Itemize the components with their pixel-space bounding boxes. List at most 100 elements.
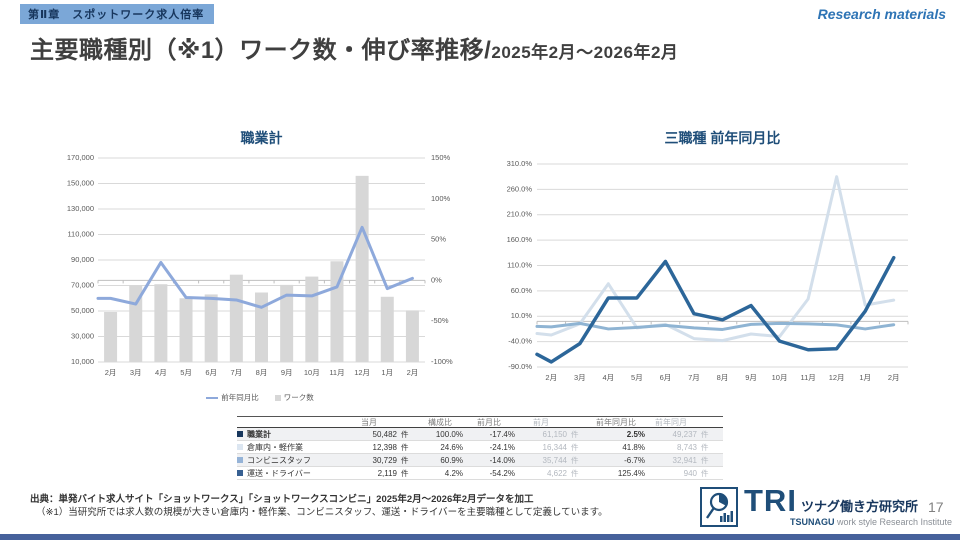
table-header-cell: 前年同月比	[596, 418, 636, 427]
table-header-cell: 当月	[361, 418, 377, 427]
magnifier-chart-icon	[706, 492, 733, 522]
table-cell: 件	[571, 429, 579, 439]
table-cell: 30,729	[372, 455, 397, 465]
chart-legend: 前年同月比 ワーク数	[60, 392, 460, 403]
table-cell: 件	[401, 442, 409, 452]
table-row-label: 運送・ドライバー	[237, 468, 341, 479]
table-cell: 61,150	[542, 429, 567, 439]
line-chart-canvas: -90.0% -40.0% 10.0% 60.0% 110.0% 160.0% 210.0%…	[507, 159, 909, 382]
table-cell: 41.8%	[622, 442, 645, 452]
bar-workcount	[179, 298, 193, 362]
x-axis-label: 7月	[231, 368, 243, 377]
page-title: 主要職種別（※1）ワーク数・伸び率推移/2025年2月～2026年2月	[30, 30, 678, 65]
legend-line-marker	[206, 396, 219, 400]
table-cell: 件	[571, 442, 579, 452]
table-cell: 49,237	[672, 429, 697, 439]
bar-workcount	[154, 284, 168, 362]
series-label: 職業計	[247, 429, 271, 439]
x-axis-label: 12月	[829, 373, 845, 382]
table-cell: 50,482	[372, 429, 397, 439]
x-axis-label: 10月	[772, 373, 788, 382]
line-series-2	[535, 255, 896, 364]
bar-workcount	[405, 310, 419, 362]
table-cell: 100.0%	[435, 429, 463, 439]
bar-workcount	[280, 284, 294, 362]
table-row-1: 倉庫内・軽作業 12,398 件 24.6% -24.1% 16,344 件 41.8% 8,7…	[237, 441, 723, 454]
bar-workcount	[330, 261, 344, 362]
tri-wordmark: TRI	[744, 483, 797, 518]
table-cell: 2.5%	[626, 429, 645, 439]
y-axis-right-label: 100%	[431, 194, 451, 203]
table-cell: -24.1%	[489, 442, 515, 452]
series-color-chip	[237, 470, 243, 476]
y-axis-label: 260.0%	[507, 184, 533, 193]
table-cell: 125.4%	[617, 468, 645, 478]
table-cell: 940	[683, 468, 697, 478]
x-axis-label: 11月	[800, 373, 815, 382]
x-axis-label: 1月	[859, 373, 871, 382]
y-axis-left-label: 170,000	[67, 153, 94, 162]
chart-title-left: 職業計	[240, 130, 283, 146]
x-axis-label: 11月	[329, 368, 344, 377]
table-cell: 件	[571, 468, 579, 478]
y-axis-left-label: 130,000	[67, 204, 94, 213]
page-title-main: 主要職種別（※1）ワーク数・伸び率推移/	[30, 37, 492, 64]
tri-name-english: TSUNAGU work style Research Institute	[790, 517, 952, 527]
y-axis-label: 310.0%	[507, 159, 533, 168]
summary-table: 当月 構成比 前月比 前月 前年同月比 前年同月 職業計 50,482 件 100.0% -17.4…	[237, 416, 723, 480]
bar-workcount	[380, 296, 394, 362]
table-cell: 16,344	[542, 442, 567, 452]
table-cell: 12,398	[372, 442, 397, 452]
table-cell: 件	[701, 455, 709, 465]
table-header-cell: 構成比	[428, 418, 452, 427]
tri-logo-icon	[700, 487, 738, 527]
series-color-chip	[237, 444, 243, 450]
y-axis-right-label: -50%	[431, 316, 449, 325]
x-axis-label: 2月	[407, 368, 419, 377]
page-title-period: 2025年2月～2026年2月	[491, 43, 679, 62]
x-axis-label: 4月	[603, 373, 615, 382]
line-series-1	[535, 321, 896, 331]
series-color-chip	[237, 431, 243, 437]
table-cell: 件	[571, 455, 579, 465]
x-axis-label: 2月	[888, 373, 900, 382]
table-cell: 35,744	[542, 455, 567, 465]
table-row-0: 職業計 50,482 件 100.0% -17.4% 61,150 件 2.5% 49,237 件	[237, 428, 723, 441]
table-cell: 件	[701, 442, 709, 452]
x-axis-label: 3月	[130, 368, 142, 377]
tri-en-rest: work style Research Institute	[834, 517, 953, 527]
x-axis-label: 9月	[281, 368, 293, 377]
x-axis-label: 1月	[381, 368, 393, 377]
x-axis-label: 10月	[304, 368, 320, 377]
bar-workcount	[104, 311, 118, 362]
footnote-definition: （※1）当研究所では求人数の規模が大きい倉庫内・軽作業、コンビニスタッフ、運送・…	[36, 507, 608, 518]
y-axis-label: 160.0%	[507, 235, 533, 244]
y-axis-left-label: 30,000	[71, 331, 94, 340]
y-axis-right-label: 50%	[431, 235, 446, 244]
y-axis-left-label: 110,000	[67, 229, 94, 238]
bottom-accent-bar	[0, 534, 960, 540]
x-axis-label: 2月	[105, 368, 117, 377]
y-axis-label: -40.0%	[508, 337, 532, 346]
x-axis-label: 3月	[574, 373, 586, 382]
series-label: 運送・ドライバー	[247, 468, 311, 478]
chapter-badge: 第Ⅱ章 スポットワーク求人倍率	[20, 4, 215, 24]
legend-square-marker	[274, 395, 281, 402]
y-axis-label: -90.0%	[508, 362, 532, 371]
chart-title-right: 三職種 前年同月比	[664, 130, 781, 146]
table-header-cell: 前年同月	[655, 418, 687, 427]
y-axis-label: 110.0%	[507, 260, 532, 269]
source-note: 出典：単発バイト求人サイト「ショットワークス」「ショットワークスコンビニ」202…	[30, 494, 534, 505]
legend-item-yoy: 前年同月比	[206, 393, 259, 402]
table-row-2: コンビニスタッフ 30,729 件 60.9% -14.0% 35,744 件 -6.7% 32…	[237, 454, 723, 467]
y-axis-label: 60.0%	[511, 286, 533, 295]
line-yoy	[96, 225, 414, 309]
y-axis-right-label: 150%	[431, 153, 451, 162]
bar-workcount	[204, 294, 218, 362]
x-axis-label: 8月	[717, 373, 729, 382]
table-cell: 件	[401, 429, 409, 439]
x-axis-label: 12月	[354, 368, 370, 377]
table-cell: -54.2%	[489, 468, 515, 478]
x-axis-label: 4月	[155, 368, 167, 377]
